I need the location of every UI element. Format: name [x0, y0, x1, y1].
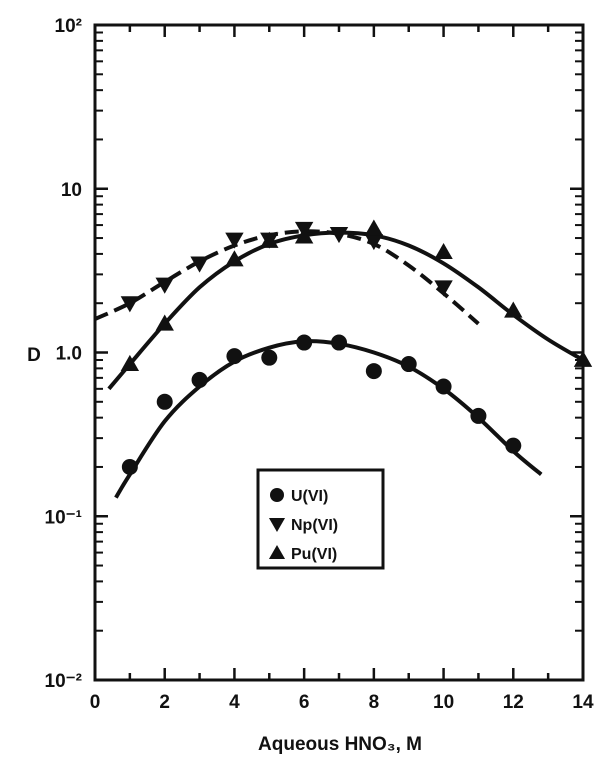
data-point-circle	[400, 356, 417, 373]
data-point-triangle-down	[155, 277, 174, 294]
legend-marker-circle	[270, 488, 284, 502]
y-tick-label: 10²	[55, 16, 82, 37]
data-point-circle	[331, 334, 347, 351]
data-point-triangle-up	[155, 314, 174, 331]
data-point-triangle-down	[434, 280, 453, 297]
data-point-circle	[505, 437, 522, 454]
data-point-triangle-up	[120, 354, 140, 371]
data-point-triangle-down	[329, 226, 349, 244]
data-point-circle	[261, 349, 278, 366]
data-point-triangle-up	[294, 227, 314, 244]
legend-label: Pu(VI)	[291, 546, 337, 563]
x-tick-label: 14	[572, 692, 594, 713]
data-point-circle	[470, 407, 487, 424]
data-point-triangle-down	[364, 234, 384, 251]
data-markers	[120, 219, 593, 475]
y-tick-label: 10	[61, 180, 82, 201]
fit-curves	[94, 229, 585, 499]
data-point-circle	[365, 363, 382, 380]
legend-label: Np(VI)	[291, 517, 338, 534]
data-point-circle	[121, 458, 138, 475]
x-tick-label: 8	[369, 692, 380, 713]
y-tick-label: 10⁻²	[45, 671, 83, 692]
curve-triangle-down	[94, 229, 480, 326]
data-point-circle	[435, 378, 452, 395]
legend: U(VI) Np(VI) Pu(VI)	[256, 468, 385, 570]
x-tick-label: 6	[299, 692, 310, 713]
y-tick-label: 1.0	[56, 344, 82, 365]
data-point-triangle-up	[504, 301, 523, 318]
data-point-triangle-down	[225, 232, 244, 249]
x-tick-label: 12	[503, 692, 524, 713]
y-tick-label: 10⁻¹	[45, 507, 83, 528]
data-point-circle	[156, 393, 173, 410]
data-point-triangle-up	[573, 350, 593, 367]
legend-label: U(VI)	[291, 488, 328, 505]
plot-frame	[93, 23, 585, 682]
data-point-circle	[191, 371, 208, 388]
data-point-triangle-down	[190, 256, 209, 273]
x-tick-label: 10	[433, 692, 454, 713]
data-point-triangle-down	[120, 296, 140, 313]
data-point-triangle-up	[434, 242, 453, 260]
x-tick-label: 2	[159, 692, 170, 713]
y-axis-title: D	[27, 345, 41, 366]
x-axis-title: Aqueous HNO₃, M	[258, 734, 422, 755]
x-tick-label: 4	[229, 692, 240, 713]
axis-ticks	[93, 23, 585, 682]
data-point-triangle-up	[225, 250, 244, 267]
data-point-circle	[296, 334, 313, 351]
data-point-triangle-up	[364, 219, 384, 236]
x-tick-label: 0	[90, 692, 101, 713]
legend-marker-triangle-up	[268, 544, 286, 560]
legend-marker-triangle-down	[268, 517, 286, 533]
data-point-triangle-up	[260, 231, 279, 248]
y-tick-labels: 10⁻² 10⁻¹ 1.0 10 10²	[45, 16, 83, 692]
x-tick-labels: 0 2 4 6 8 10 12 14	[90, 692, 594, 713]
data-point-circle	[226, 348, 243, 365]
